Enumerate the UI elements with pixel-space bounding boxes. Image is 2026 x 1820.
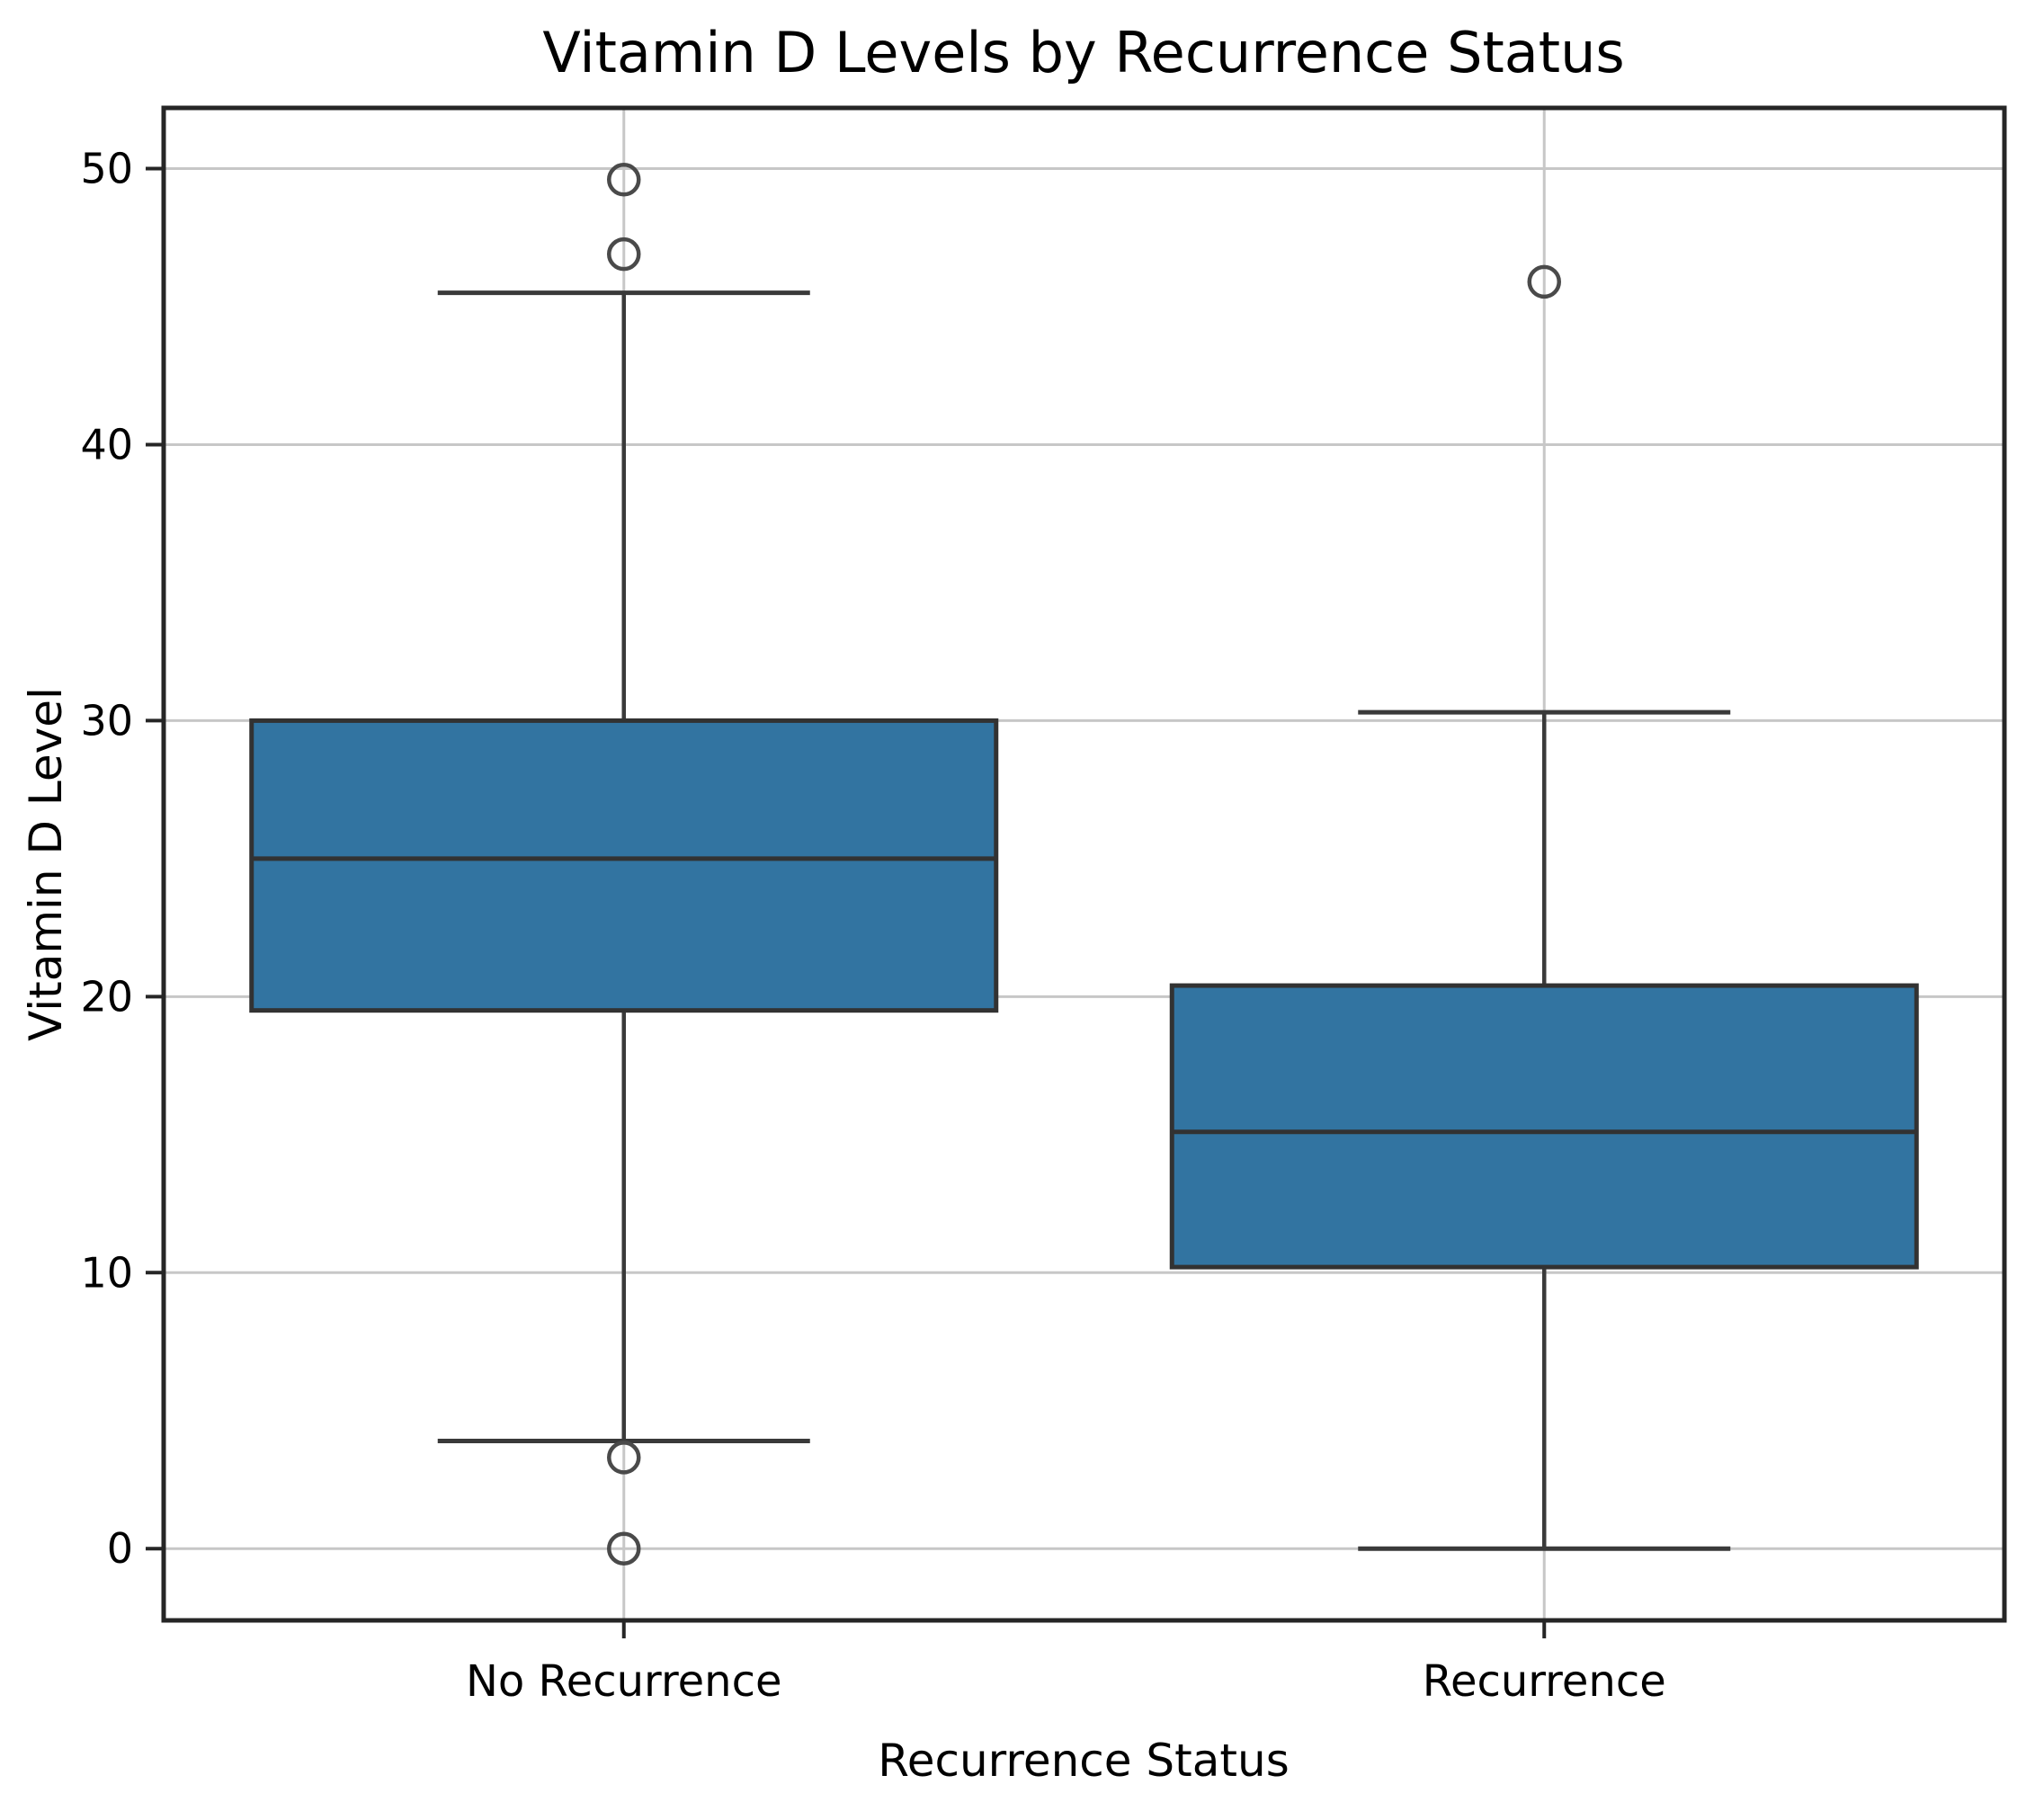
y-axis-label: Vitamin D Level	[20, 687, 72, 1041]
y-tick-label-0: 0	[107, 1524, 133, 1573]
chart-title: Vitamin D Levels by Recurrence Status	[542, 20, 1624, 85]
y-tick-label-10: 10	[80, 1248, 133, 1297]
outlier-no-recurrence	[607, 163, 641, 197]
boxplot-recurrence	[1169, 264, 1919, 1551]
y-tick-label-20: 20	[80, 972, 133, 1021]
box-no-recurrence	[249, 718, 999, 1013]
outlier-no-recurrence	[607, 236, 641, 272]
x-category-label-recurrence: Recurrence	[1423, 1656, 1666, 1707]
x-category-label-no-recurrence: No Recurrence	[466, 1656, 782, 1707]
y-tick-label-40: 40	[80, 420, 133, 468]
outlier-no-recurrence	[607, 1531, 641, 1566]
box-recurrence	[1169, 983, 1919, 1270]
x-axis-label: Recurrence Status	[878, 1735, 1290, 1787]
y-tick-label-30: 30	[80, 696, 133, 745]
outlier-recurrence	[1527, 264, 1561, 299]
outlier-no-recurrence	[607, 1441, 641, 1475]
y-tick-label-50: 50	[80, 145, 133, 193]
chart-layers: 0 10 20 30 40 50 No Recurrence Recurrence	[80, 105, 2007, 1707]
plot-border	[161, 105, 2007, 1623]
boxplot-no-recurrence	[249, 163, 999, 1566]
